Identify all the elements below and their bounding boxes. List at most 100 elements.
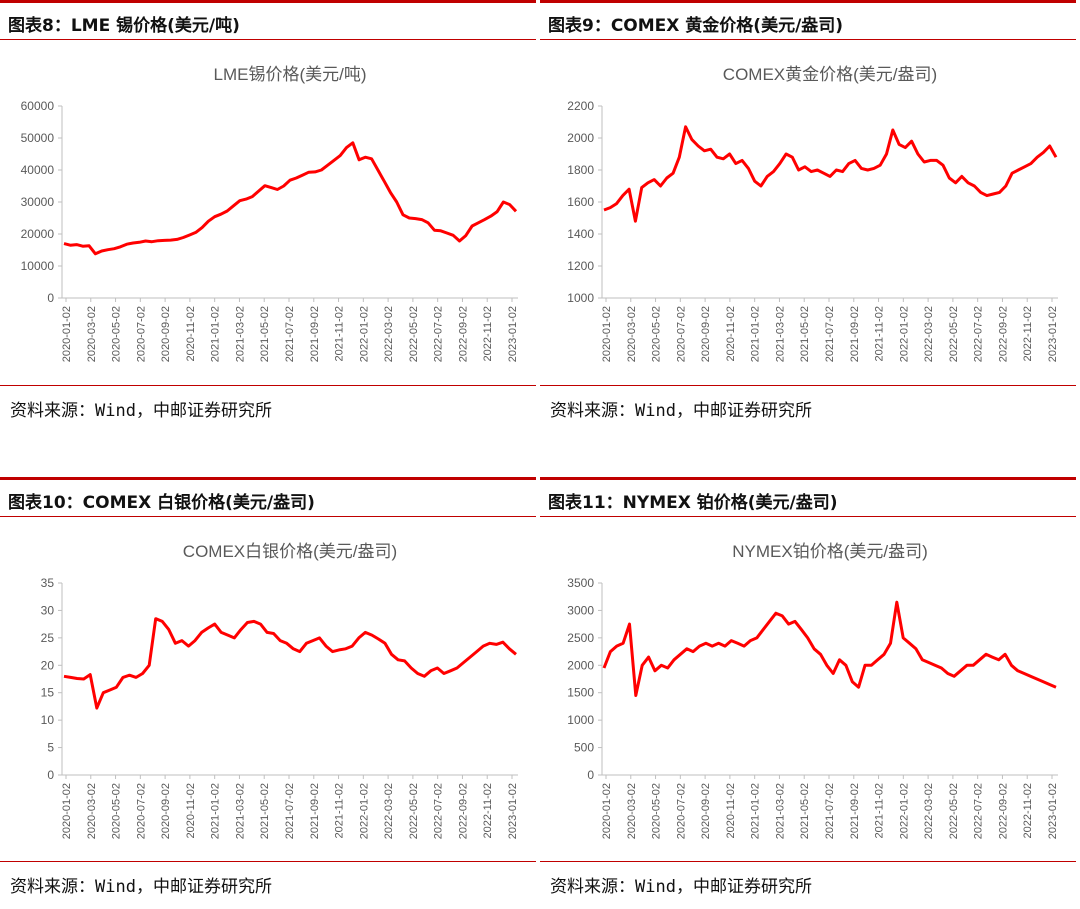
y-tick-label: 10 [41,713,55,727]
x-tick-label: 2021-03-02 [234,783,246,839]
x-tick-label: 2021-05-02 [799,306,811,362]
y-tick-label: 50000 [21,131,55,145]
x-tick-label: 2021-11-02 [334,306,346,361]
chart-panel-silver: 图表10：COMEX 白银价格(美元/盎司) COMEX白银价格(美元/盎司) 0… [0,477,536,907]
y-tick-label: 60000 [21,99,55,113]
series-line [602,600,1057,697]
series-line [63,141,518,256]
x-tick-label: 2020-01-02 [601,783,613,839]
series-line [63,617,517,710]
y-tick-label: 3000 [567,603,594,617]
x-tick-label: 2020-03-02 [86,306,98,362]
panel-header: 图表9：COMEX 黄金价格(美元/盎司) [540,0,1076,40]
panel-title: 图表11：NYMEX 铂价格(美元/盎司) [548,493,838,513]
y-tick-label: 0 [47,291,54,305]
y-tick-label: 1600 [567,195,594,209]
y-tick-label: 20000 [21,227,55,241]
panel-header: 图表11：NYMEX 铂价格(美元/盎司) [540,477,1076,517]
series-line [603,125,1058,223]
x-tick-label: 2021-11-02 [874,306,886,361]
x-tick-label: 2023-01-02 [507,306,519,362]
x-tick-label: 2022-11-02 [482,783,494,838]
x-tick-label: 2021-09-02 [309,306,321,362]
y-tick-label: 1500 [567,686,594,700]
y-tick-label: 15 [41,686,55,700]
chart-panel-tin: 图表8：LME 锡价格(美元/吨) LME锡价格(美元/吨) 0 10000 2000… [0,0,536,430]
x-tick-label: 2020-07-02 [675,783,687,839]
y-tick-label: 2200 [567,99,594,113]
x-tick-label: 2021-07-02 [284,306,296,362]
x-tick-label: 2020-11-02 [185,783,197,838]
x-tick-label: 2021-01-02 [750,306,762,362]
source-divider [540,861,1076,862]
x-tick-label: 2022-05-02 [408,783,420,839]
x-tick-label: 2022-09-02 [997,783,1009,839]
x-tick-label: 2020-07-02 [135,306,147,362]
x-tick-label: 2021-07-02 [824,783,836,839]
x-tick-label: 2020-03-02 [626,783,638,839]
x-tick-label: 2021-09-02 [849,306,861,362]
x-tick-label: 2020-07-02 [675,306,687,362]
y-tick-label: 3500 [567,576,594,590]
panel-title: 图表8：LME 锡价格(美元/吨) [8,16,240,36]
source-note: 资料来源：Wind，中邮证券研究所 [550,877,812,897]
y-tick-label: 2000 [567,131,594,145]
y-tick-label: 2500 [567,631,594,645]
source-note: 资料来源：Wind，中邮证券研究所 [550,401,812,421]
x-tick-label: 2021-01-02 [210,306,222,362]
x-tick-label: 2022-01-02 [358,783,370,839]
x-tick-label: 2021-03-02 [774,783,786,839]
x-tick-label: 2021-11-02 [334,783,346,838]
x-tick-label: 2020-01-02 [601,306,613,362]
x-tick-label: 2020-03-02 [626,306,638,362]
x-tick-label: 2020-09-02 [160,306,172,362]
x-tick-label: 2021-11-02 [874,783,886,838]
y-tick-label: 5 [47,741,54,755]
y-tick-label: 2000 [567,658,594,672]
x-tick-label: 2022-11-02 [1022,306,1034,361]
x-tick-label: 2022-01-02 [898,306,910,362]
x-tick-label: 2022-03-02 [383,783,395,839]
x-tick-label: 2022-03-02 [923,783,935,839]
x-tick-label: 2022-05-02 [948,306,960,362]
x-tick-label: 2022-07-02 [433,306,445,362]
x-tick-label: 2020-11-02 [185,306,197,361]
x-tick-label: 2022-11-02 [1022,783,1034,838]
x-tick-label: 2022-09-02 [457,306,469,362]
source-divider [0,385,536,386]
x-tick-label: 2021-01-02 [750,783,762,839]
y-tick-label: 30000 [21,195,55,209]
x-tick-label: 2020-11-02 [725,783,737,838]
panel-header: 图表10：COMEX 白银价格(美元/盎司) [0,477,536,517]
y-tick-label: 20 [41,658,55,672]
y-tick-label: 1000 [567,291,594,305]
line-chart: COMEX白银价格(美元/盎司) 0 5 10 15 20 25 30 35 2020-01-02… [41,542,519,839]
source-divider [540,385,1076,386]
source-note: 资料来源：Wind，中邮证券研究所 [10,401,272,421]
x-tick-label: 2021-07-02 [824,306,836,362]
line-chart: COMEX黄金价格(美元/盎司) 1000 1200 1400 1600 1800 2000… [567,65,1059,362]
x-tick-label: 2020-11-02 [725,306,737,361]
x-tick-label: 2021-09-02 [309,783,321,839]
y-tick-label: 10000 [21,259,55,273]
x-tick-label: 2020-01-02 [61,783,73,839]
x-tick-label: 2020-09-02 [700,306,712,362]
y-tick-label: 30 [41,603,55,617]
x-tick-label: 2022-05-02 [948,783,960,839]
y-tick-label: 1200 [567,259,594,273]
y-tick-label: 0 [47,768,54,782]
y-tick-label: 35 [41,576,55,590]
line-chart: LME锡价格(美元/吨) 0 10000 20000 30000 40000 50000 60… [21,65,519,362]
x-tick-label: 2020-05-02 [651,783,663,839]
x-tick-label: 2022-07-02 [973,783,985,839]
line-chart: NYMEX铂价格(美元/盎司) 0 500 1000 1500 2000 2500 3000 3… [567,542,1059,839]
x-tick-label: 2022-07-02 [973,306,985,362]
x-tick-label: 2020-09-02 [160,783,172,839]
x-tick-label: 2021-07-02 [284,783,296,839]
x-tick-label: 2021-05-02 [259,783,271,839]
x-tick-label: 2020-09-02 [700,783,712,839]
x-tick-label: 2022-03-02 [923,306,935,362]
panel-header: 图表8：LME 锡价格(美元/吨) [0,0,536,40]
x-tick-label: 2021-01-02 [210,783,222,839]
chart-title: COMEX白银价格(美元/盎司) [183,542,397,561]
